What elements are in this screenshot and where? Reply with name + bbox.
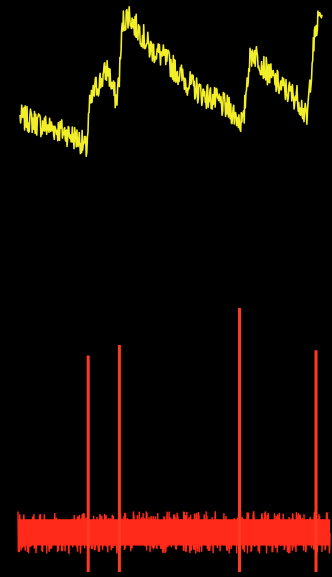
- upper-trace-line: [19, 6, 323, 158]
- lower-trace-panel: [17, 308, 331, 572]
- upper-trace-panel: [19, 6, 323, 158]
- lower-trace-noise: [17, 511, 331, 555]
